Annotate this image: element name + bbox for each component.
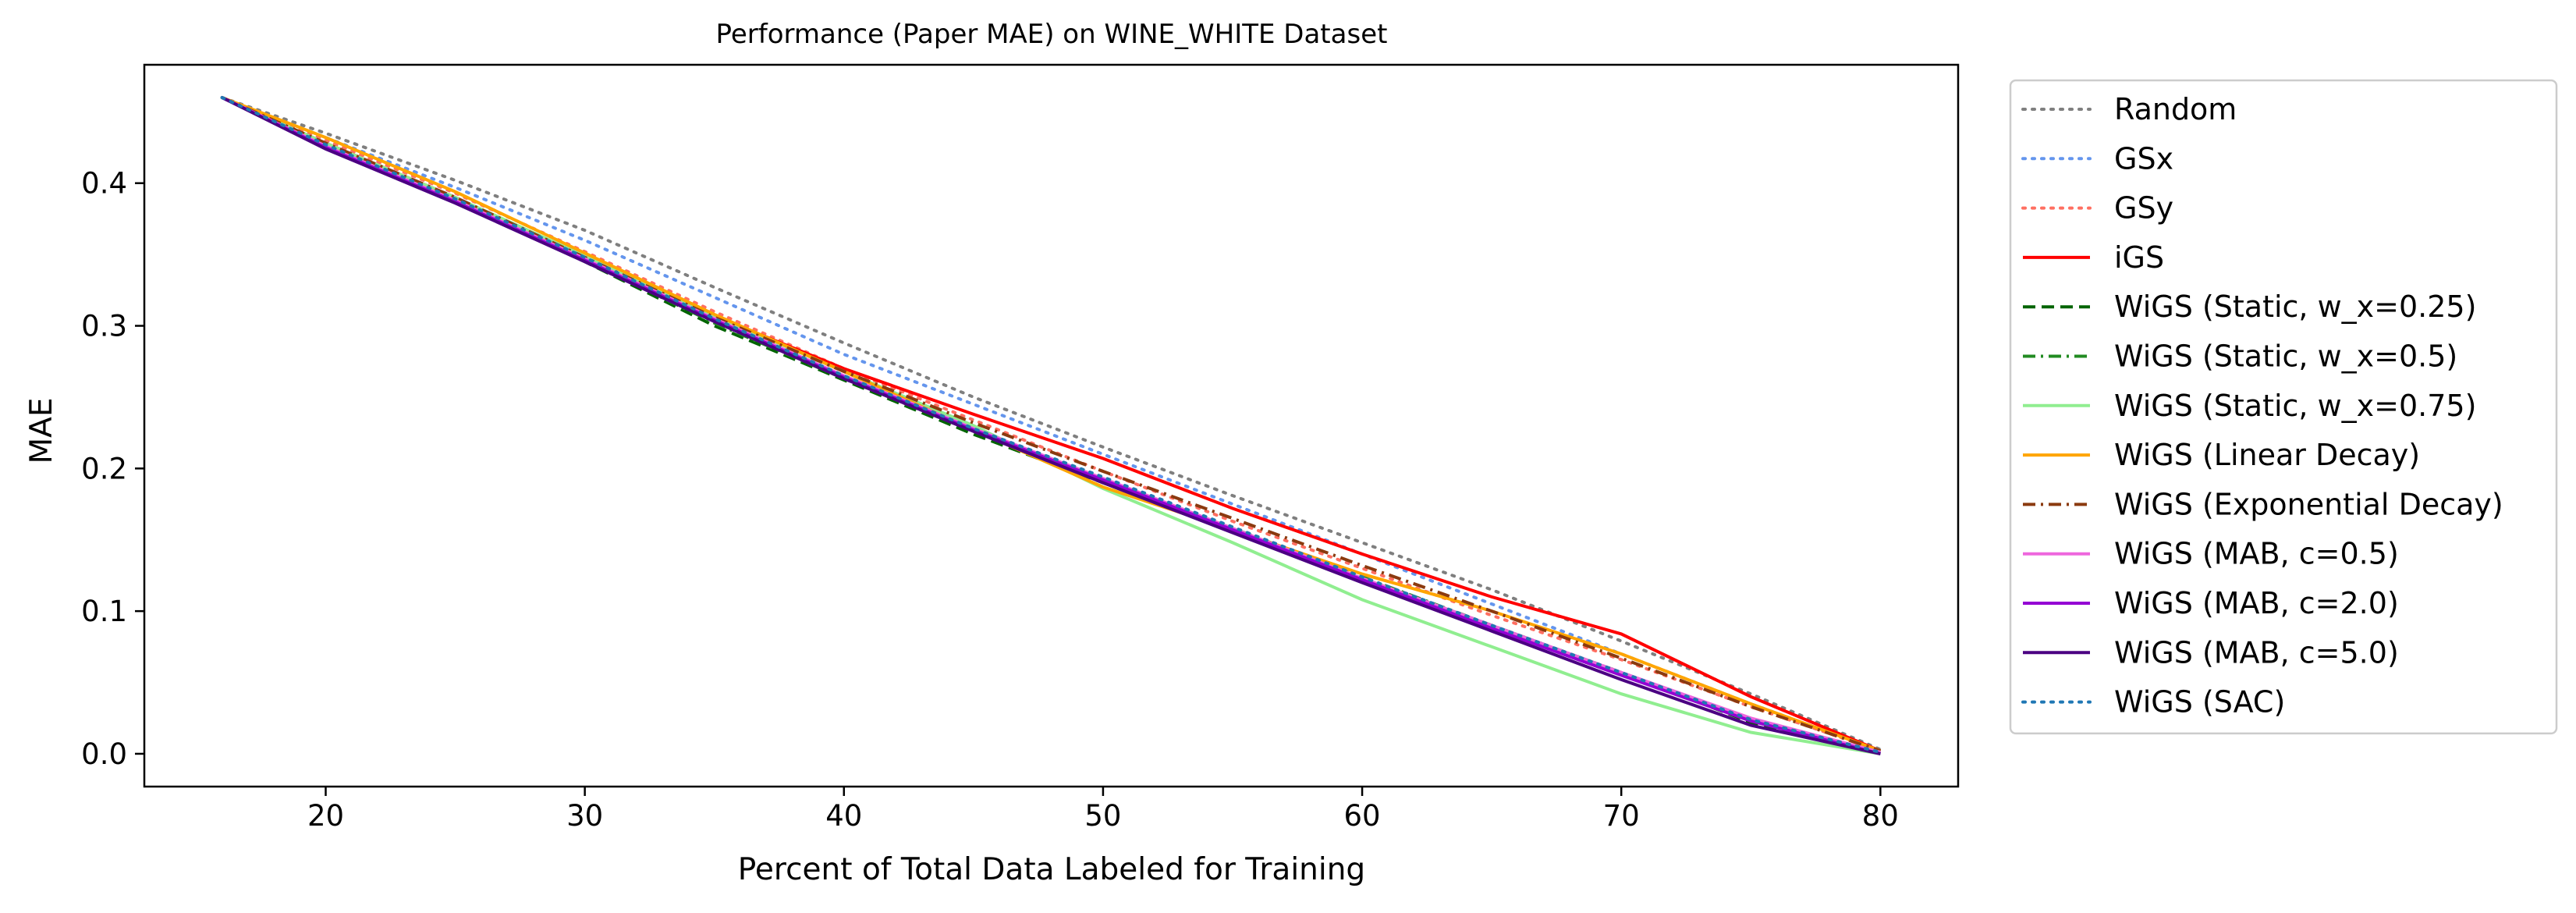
chart-title: Performance (Paper MAE) on WINE_WHITE Da… [716,19,1388,50]
plot-area-frame [143,63,1960,788]
y-tick-label: 0.0 [81,737,127,771]
y-tick-label: 0.1 [81,595,127,628]
legend-label: iGS [2114,240,2164,275]
legend-label: WiGS (Linear Decay) [2114,438,2420,472]
legend-label: WiGS (Static, w_x=0.25) [2114,290,2476,324]
y-axis-label: MAE [24,398,59,464]
series-line-9 [221,96,1882,753]
legend-box [2009,79,2558,735]
x-tick-label: 40 [825,799,862,833]
x-tick-label: 50 [1084,799,1121,833]
legend-label: GSx [2114,141,2173,176]
x-axis-label: Percent of Total Data Labeled for Traini… [738,852,1365,887]
x-tick-label: 20 [307,799,344,833]
series-layer [220,96,1882,755]
series-line-13 [220,96,1882,755]
x-axis-ticks: 20 30 40 50 60 70 80 [307,787,1899,833]
x-tick-label: 60 [1344,799,1381,833]
legend-label: WiGS (MAB, c=5.0) [2114,635,2399,670]
legend-label: Random [2114,92,2237,126]
series-line-12 [221,96,1881,755]
legend-label: WiGS (MAB, c=2.0) [2114,586,2399,620]
x-tick-label: 80 [1862,799,1899,833]
x-tick-label: 70 [1603,799,1640,833]
legend-label: WiGS (MAB, c=0.5) [2114,537,2399,571]
legend-label: WiGS (Static, w_x=0.75) [2114,389,2476,423]
legend: Random GSx GSy iGS WiGS (Static, w_x=0.25) Wi… [2009,79,2558,735]
legend-label: GSy [2114,191,2173,226]
y-tick-label: 0.2 [81,452,127,485]
y-axis-ticks: 0.0 0.1 0.2 0.3 0.4 [81,167,144,771]
legend-label: WiGS (Exponential Decay) [2114,487,2503,521]
legend-label: WiGS (SAC) [2114,685,2285,719]
series-line-1 [220,96,1882,751]
y-tick-label: 0.4 [81,167,127,201]
y-tick-label: 0.3 [81,310,127,343]
legend-label: WiGS (Static, w_x=0.5) [2114,339,2457,374]
x-tick-label: 30 [566,799,603,833]
